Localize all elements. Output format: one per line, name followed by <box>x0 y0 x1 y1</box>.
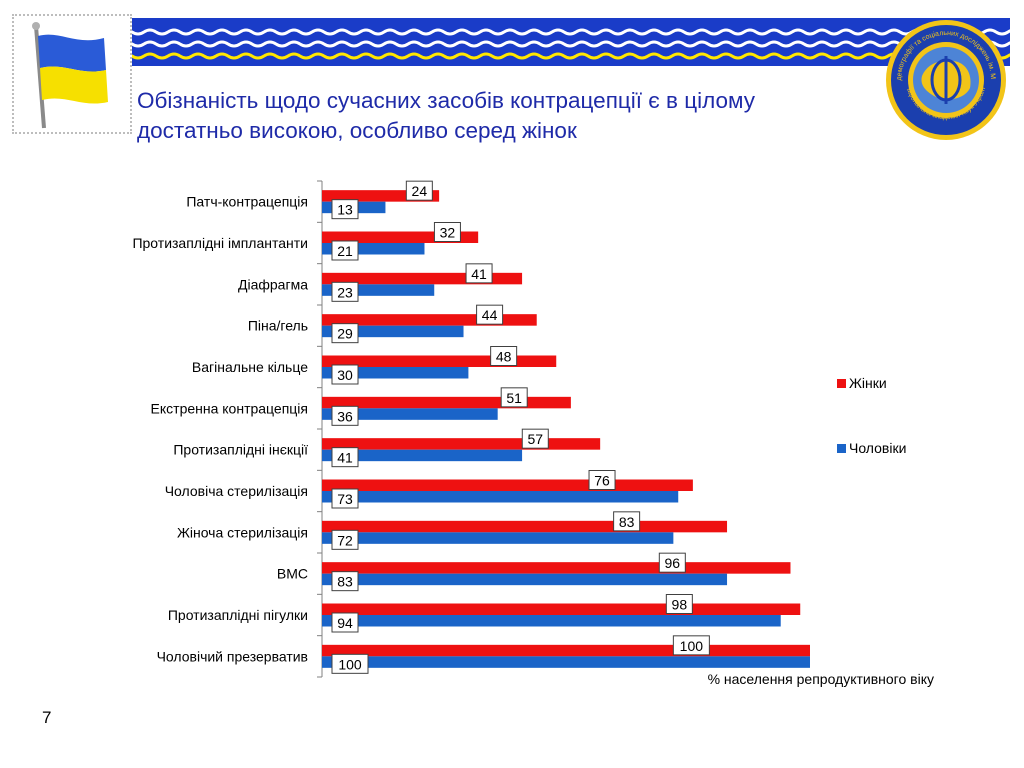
bar-men <box>322 532 674 544</box>
bar-men <box>322 243 425 255</box>
value-box-women <box>490 346 518 366</box>
bar-men <box>322 284 435 296</box>
bar-men <box>322 573 728 586</box>
value-box-men <box>331 529 359 550</box>
value-label-men: 30 <box>337 367 353 383</box>
ukraine-flag-icon <box>32 22 108 129</box>
bar-women <box>322 190 440 202</box>
category-label: Жіноча стерилізація <box>177 524 308 540</box>
value-box-men <box>331 364 359 385</box>
header-wave-band <box>120 18 1010 66</box>
category-label: Протизаплідні інєкції <box>173 442 308 458</box>
bar-women <box>322 396 571 409</box>
value-label-men: 36 <box>337 408 353 424</box>
value-label-men: 13 <box>337 202 353 218</box>
value-label-women: 76 <box>594 473 610 489</box>
bar-men <box>322 615 781 627</box>
value-box-women <box>613 511 641 532</box>
value-box-women <box>665 594 693 614</box>
bar-women <box>322 438 601 450</box>
value-box-men <box>331 488 359 509</box>
bar-women <box>322 314 537 326</box>
bar-men <box>322 367 469 379</box>
value-box-women <box>521 428 549 449</box>
value-box-men <box>331 612 359 633</box>
value-box-women <box>476 304 504 325</box>
institute-emblem: Інститут демографії та соціальних дослід… <box>881 13 1008 142</box>
bar-men <box>322 449 523 462</box>
value-label-women: 100 <box>680 638 704 654</box>
value-label-women: 44 <box>482 307 498 323</box>
value-label-men: 21 <box>337 243 353 259</box>
slide-title-line-2: достатньо високою, особливо серед жінок <box>137 118 577 143</box>
category-label: Діафрагма <box>238 276 308 292</box>
value-label-men: 83 <box>337 574 353 590</box>
value-box-men <box>331 199 359 220</box>
value-label-men: 23 <box>337 284 353 300</box>
value-box-women <box>405 180 433 201</box>
value-box-women <box>465 263 493 284</box>
value-box-women <box>672 635 710 656</box>
legend-label-men: Чоловіки <box>849 440 906 456</box>
value-label-women: 57 <box>527 431 543 447</box>
category-label: ВМС <box>277 566 308 582</box>
bar-women <box>322 355 557 367</box>
slide-title: Обізнаність щодо сучасних засобів контра… <box>137 86 877 146</box>
value-box-men <box>331 240 359 261</box>
value-box-men <box>331 405 359 426</box>
value-label-women: 96 <box>665 555 681 571</box>
category-label: Протизаплідні імплантанти <box>132 235 308 251</box>
value-box-women <box>658 552 686 573</box>
value-label-men: 41 <box>337 450 353 466</box>
category-label: Протизаплідні пігулки <box>168 607 308 623</box>
wave-pattern-icon <box>120 18 1010 66</box>
value-label-men: 73 <box>337 491 353 507</box>
value-label-women: 32 <box>440 225 456 241</box>
bar-men <box>322 325 464 338</box>
value-label-women: 83 <box>619 514 635 530</box>
slide-title-line-1: Обізнаність щодо сучасних засобів контра… <box>137 88 755 113</box>
value-box-women <box>433 222 461 242</box>
value-label-women: 98 <box>672 597 688 613</box>
value-label-men: 94 <box>337 615 353 631</box>
category-label: Чоловічий презерватив <box>157 648 308 664</box>
legend-label-women: Жінки <box>849 375 887 391</box>
value-label-men: 100 <box>338 656 362 672</box>
legend-swatch-men <box>837 444 846 453</box>
value-label-women: 51 <box>506 390 522 406</box>
bar-women <box>322 520 728 533</box>
value-label-women: 48 <box>496 349 512 365</box>
value-box-men <box>331 323 359 344</box>
flag-frame <box>12 14 132 134</box>
value-box-men <box>331 447 359 468</box>
category-label: Піна/гель <box>248 318 308 334</box>
legend-swatch-women <box>837 379 846 388</box>
bar-men <box>322 656 810 668</box>
value-box-women <box>588 470 616 490</box>
page-number: 7 <box>42 708 52 727</box>
value-box-men <box>331 653 369 674</box>
bar-women <box>322 603 801 615</box>
bar-women <box>322 644 810 657</box>
category-label: Чоловіча стерилізація <box>165 483 308 499</box>
bar-women <box>322 562 791 574</box>
value-box-women <box>500 387 528 408</box>
bar-women <box>322 231 479 243</box>
category-label: Екстренна контрацепція <box>151 400 308 416</box>
bar-women <box>322 272 523 285</box>
bar-men <box>322 491 679 503</box>
value-label-women: 41 <box>471 266 487 282</box>
value-label-women: 24 <box>412 183 428 199</box>
value-box-men <box>331 281 359 302</box>
bar-men <box>322 408 498 420</box>
x-axis-label: % населення репродуктивного віку <box>708 671 934 687</box>
value-box-men <box>331 571 359 592</box>
bar-women <box>322 479 693 491</box>
institute-emblem-icon: Інститут демографії та соціальних дослід… <box>881 13 1006 140</box>
value-label-men: 29 <box>337 326 353 342</box>
category-label: Патч-контрацепція <box>186 194 308 210</box>
value-label-men: 72 <box>337 532 353 548</box>
category-label: Вагінальне кільце <box>192 359 308 375</box>
